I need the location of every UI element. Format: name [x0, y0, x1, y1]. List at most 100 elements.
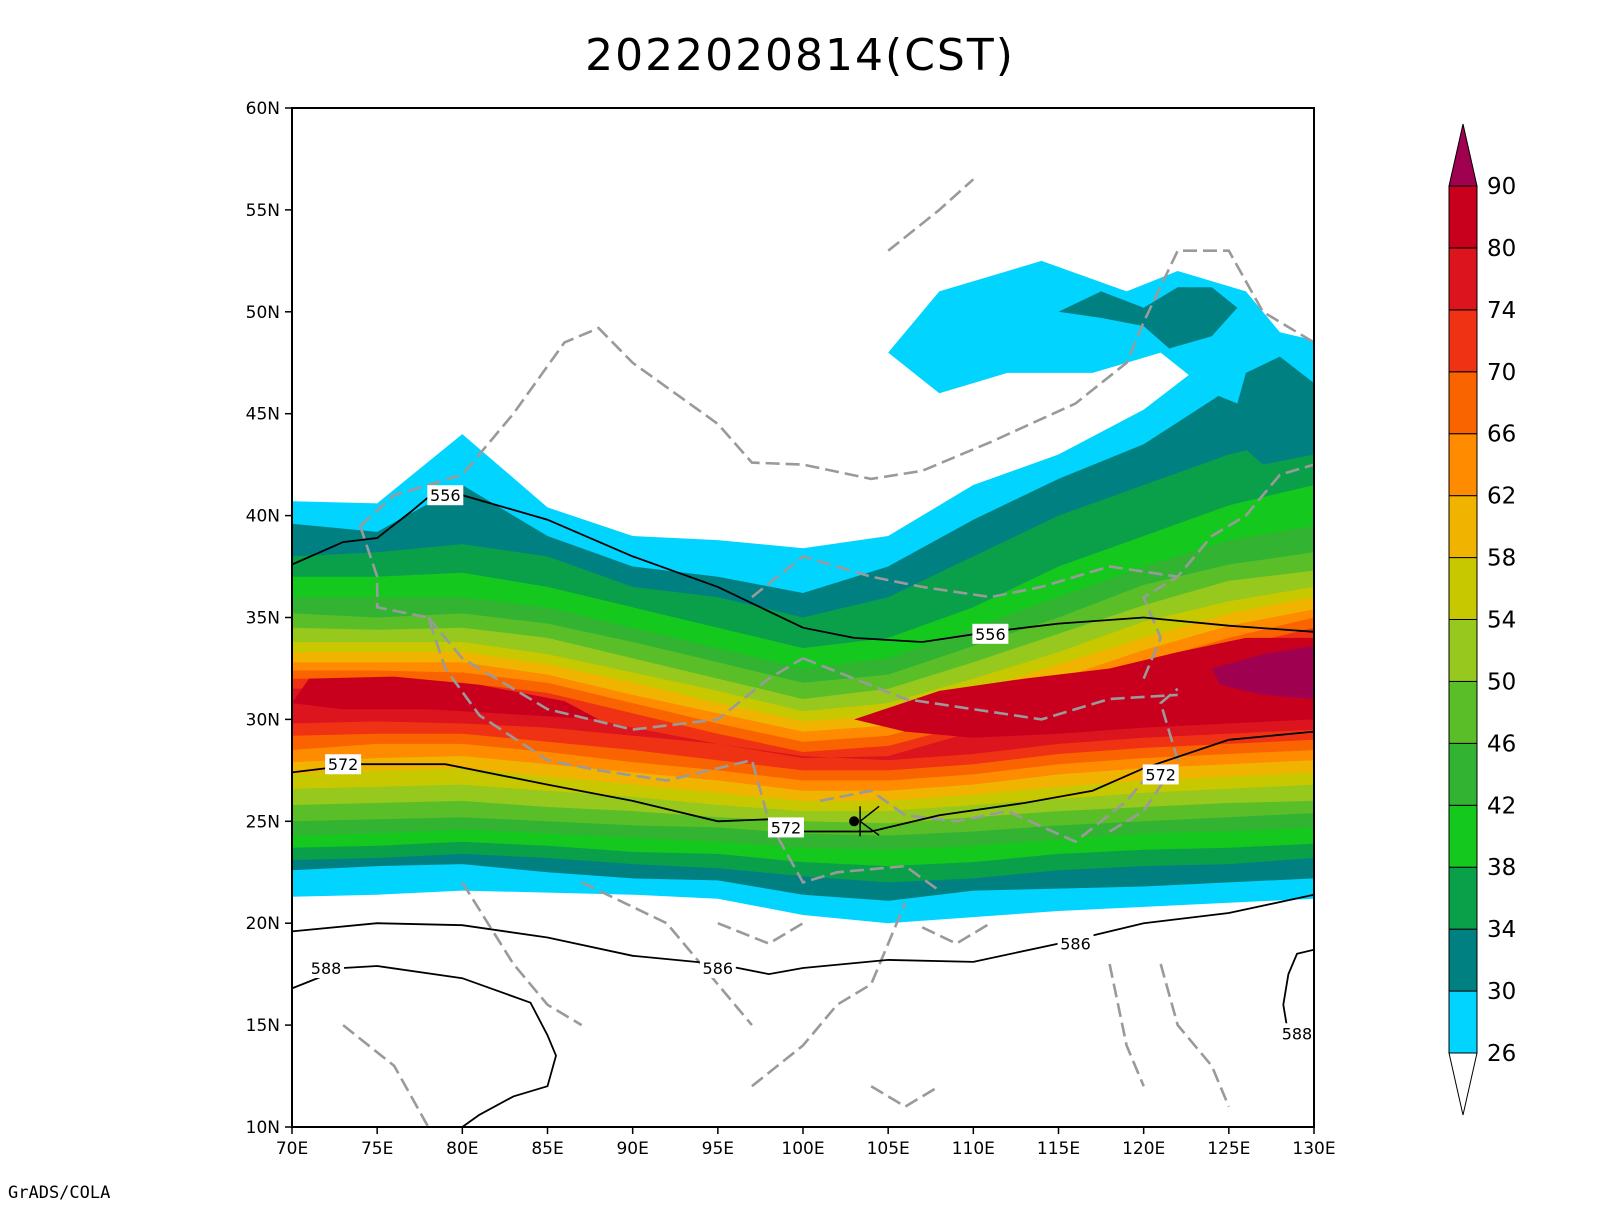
y-tick-label: 50N — [246, 303, 280, 323]
contour-line-586-2 — [292, 893, 1314, 976]
contour-label-6: 586 — [1057, 933, 1094, 954]
colorbar-over-arrow — [1448, 123, 1478, 187]
x-tick-label: 70E — [276, 1139, 308, 1159]
boundary-line-7 — [1142, 463, 1314, 680]
x-tick-label: 110E — [952, 1139, 995, 1159]
shading-west-80 — [292, 676, 599, 720]
contour-label-text: 572 — [328, 755, 359, 774]
contour-label-5: 586 — [699, 958, 736, 979]
boundary-line-10 — [342, 1024, 430, 1127]
x-tick-label: 95E — [702, 1139, 734, 1159]
contour-label-text: 556 — [430, 486, 461, 505]
wind-barb-icon — [859, 805, 880, 837]
contour-line-588-4 — [1282, 948, 1314, 1036]
contour-label-8: 588 — [1278, 1023, 1314, 1044]
y-tick-label: 55N — [246, 201, 280, 221]
contour-label-text: 586 — [703, 959, 734, 978]
contour-label-0: 556 — [427, 485, 464, 506]
contour-line-556-0 — [292, 494, 1314, 643]
boundary-line-14 — [581, 881, 753, 1026]
contour-label-text: 586 — [1060, 935, 1091, 954]
x-tick-label: 115E — [1037, 1139, 1080, 1159]
colorbar-segment-4 — [1448, 742, 1478, 806]
contour-label-bg — [1142, 764, 1179, 785]
colorbar-label: 62 — [1487, 484, 1516, 510]
y-tick-label: 15N — [246, 1016, 280, 1036]
x-tick-label: 105E — [867, 1139, 910, 1159]
y-tick-label: 40N — [246, 507, 280, 527]
x-tick-label: 85E — [531, 1139, 563, 1159]
colorbar: 26 30 34 38 42 46 50 54 58 62 66 70 74 80 90 — [1448, 123, 1516, 1116]
boundary-line-16 — [870, 1085, 940, 1109]
contour-label-bg — [308, 958, 345, 979]
contour-label-bg — [699, 958, 736, 979]
colorbar-segment-13 — [1448, 185, 1478, 249]
contour-line-588-3 — [292, 965, 557, 1127]
grads-credit: GrADS/COLA — [8, 1183, 111, 1203]
contour-label-1: 556 — [972, 623, 1009, 644]
colorbar-label: 26 — [1487, 1041, 1516, 1067]
colorbar-segment-10 — [1448, 371, 1478, 435]
colorbar-label: 54 — [1487, 608, 1516, 634]
contour-label-bg — [767, 817, 804, 838]
x-axis: 70E 75E 80E 85E 90E 95E 100E 105E 110E 115E 120E 12… — [276, 1127, 1336, 1159]
colorbar-segment-7 — [1448, 557, 1478, 620]
boundary-line-11 — [1108, 963, 1145, 1087]
y-tick-label: 45N — [246, 405, 280, 425]
colorbar-label: 30 — [1487, 979, 1516, 1005]
y-tick-label: 35N — [246, 609, 280, 629]
contour-label-text: 588 — [311, 959, 342, 978]
y-tick-label: 30N — [246, 710, 280, 730]
y-tick-label: 60N — [246, 99, 280, 119]
boundary-line-15 — [717, 921, 804, 946]
height-contours: 556 556 572 572 572 586 586 588 588 — [292, 485, 1314, 1127]
y-tick-label: 20N — [246, 914, 280, 934]
boundary-line-1 — [358, 525, 941, 892]
colorbar-segment-8 — [1448, 495, 1478, 559]
contour-label-3: 572 — [767, 817, 804, 838]
y-axis: 10N 15N 20N 25N 30N 35N 40N 45N 50N 55N 60N — [246, 99, 292, 1138]
boundary-line-6 — [1108, 687, 1180, 833]
x-tick-label: 80E — [446, 1139, 478, 1159]
contour-label-7: 588 — [308, 958, 345, 979]
station-marker — [849, 805, 880, 837]
colorbar-segment-12 — [1448, 247, 1478, 311]
colorbar-segment-11 — [1448, 309, 1478, 373]
boundary-line-5 — [819, 779, 1145, 844]
contour-label-2: 572 — [325, 754, 362, 775]
shading-east-teal — [1228, 356, 1314, 465]
boundary-line-0 — [359, 249, 1314, 527]
colorbar-label: 90 — [1487, 174, 1516, 200]
colorbar-label: 80 — [1487, 236, 1516, 262]
x-tick-label: 75E — [361, 1139, 393, 1159]
station-dot — [849, 816, 860, 827]
x-tick-label: 100E — [781, 1139, 824, 1159]
contour-label-bg — [427, 485, 464, 506]
boundary-lines — [342, 178, 1314, 1127]
contour-label-bg — [325, 754, 362, 775]
colorbar-label: 34 — [1487, 917, 1516, 943]
boundary-line-2 — [427, 616, 804, 731]
boundary-line-9 — [461, 881, 583, 1027]
colorbar-segment-9 — [1448, 433, 1478, 497]
colorbar-label: 46 — [1487, 731, 1516, 757]
colorbar-segment-3 — [1448, 804, 1478, 868]
map-title: 2022020814(CST) — [585, 30, 1015, 81]
colorbar-segment-6 — [1448, 619, 1478, 682]
contour-label-text: 572 — [771, 818, 802, 837]
boundary-line-12 — [1159, 963, 1230, 1108]
x-tick-label: 130E — [1292, 1139, 1335, 1159]
x-tick-label: 120E — [1122, 1139, 1165, 1159]
colorbar-label: 50 — [1487, 669, 1516, 695]
colorbar-segment-5 — [1448, 680, 1478, 744]
y-tick-label: 25N — [246, 812, 280, 832]
colorbar-under-arrow — [1448, 1052, 1478, 1116]
y-tick-label: 10N — [246, 1118, 280, 1138]
shading-north-teal — [1058, 287, 1238, 349]
colorbar-label: 42 — [1487, 793, 1516, 819]
colorbar-segment-2 — [1448, 866, 1478, 930]
boundary-line-4 — [751, 554, 1178, 599]
contour-label-text: 572 — [1145, 765, 1176, 784]
colorbar-segment-0 — [1448, 990, 1478, 1054]
